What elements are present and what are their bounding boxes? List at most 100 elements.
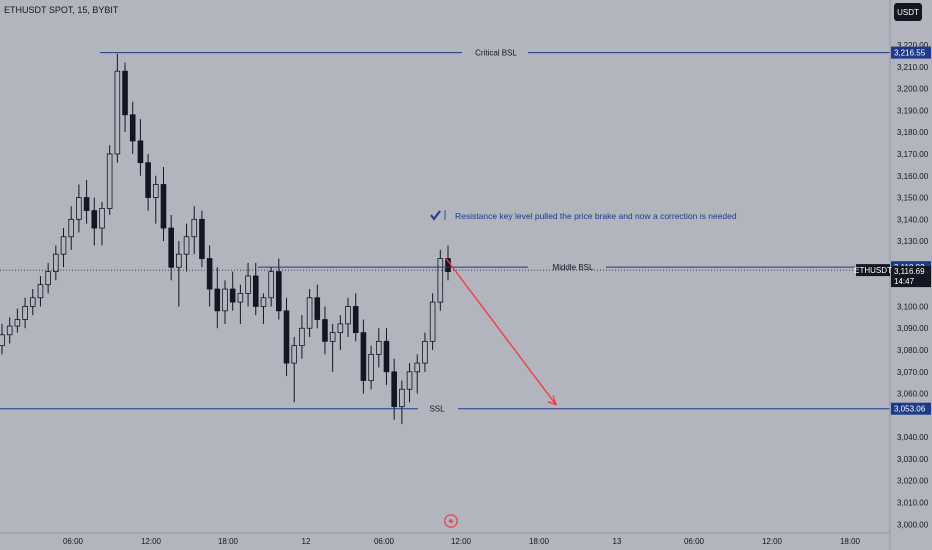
candle (429, 293, 436, 351)
y-tick-label: 3,080.00 (897, 346, 929, 355)
candle-body (22, 306, 28, 320)
candle (337, 315, 344, 351)
candle (375, 328, 382, 368)
candle (345, 297, 351, 337)
x-tick-label: 18:00 (840, 537, 861, 546)
candle-body (145, 162, 151, 198)
y-tick-label: 3,030.00 (897, 455, 929, 464)
annotations: Resistance key level pulled the price br… (430, 210, 737, 406)
tradingview-logo-icon[interactable] (444, 514, 458, 528)
candle-body (283, 310, 290, 364)
y-tick-label: 3,040.00 (897, 433, 929, 442)
candle-body (406, 371, 413, 390)
y-tick-label: 3,200.00 (897, 85, 929, 94)
candle (214, 267, 221, 329)
candle-body (6, 325, 13, 336)
level-name: Middle BSL (553, 263, 594, 272)
level-name: Critical BSL (475, 49, 517, 58)
candle-body (345, 306, 351, 325)
y-tick-label: 3,140.00 (897, 215, 929, 224)
candle (99, 201, 105, 246)
candle-body (91, 210, 98, 229)
level-price-tag (891, 46, 931, 59)
candle (129, 101, 136, 154)
candle-body (322, 319, 328, 342)
y-tick-label: 3,000.00 (897, 520, 929, 529)
candle (199, 210, 205, 268)
x-tick-label: 18:00 (529, 537, 550, 546)
y-tick-label: 3,010.00 (897, 499, 929, 508)
candle-body (60, 236, 67, 255)
candle-body (229, 288, 236, 303)
y-tick-label: 3,180.00 (897, 128, 929, 137)
y-tick-label: 3,070.00 (897, 368, 929, 377)
candle (222, 280, 228, 324)
candle (168, 214, 174, 281)
annotation-text: Resistance key level pulled the price br… (455, 211, 737, 221)
x-tick-label: 12 (302, 537, 311, 546)
x-tick-label: 06:00 (63, 537, 84, 546)
candle (83, 180, 90, 224)
candles (0, 53, 451, 425)
candle (329, 323, 336, 372)
candle (176, 241, 182, 307)
symbol-title: ETHUSDT SPOT, 15, BYBIT (4, 5, 119, 15)
candle (314, 284, 321, 329)
candle-body (45, 271, 51, 286)
candle (399, 380, 405, 425)
candle-body (114, 70, 121, 155)
current-price-tag (891, 266, 931, 288)
candle (422, 332, 428, 372)
candle-body (168, 227, 174, 268)
candle-body (429, 301, 436, 342)
time-axis: 06:00 12:00 18:00 12 06:00 12:00 18:00 13 06:00 1… (0, 532, 890, 546)
y-tick-label: 3,210.00 (897, 63, 929, 72)
candle (352, 293, 359, 342)
y-tick-label: 3,060.00 (897, 390, 929, 399)
candle-body (122, 70, 128, 116)
candle (145, 153, 151, 211)
candle-body (106, 153, 113, 209)
countdown-label: 14:47 (894, 277, 915, 286)
y-tick-label: 3,130.00 (897, 237, 929, 246)
candle-body (53, 253, 59, 273)
candle (91, 197, 98, 246)
candle-body (276, 271, 282, 312)
symbol-tag (856, 264, 890, 277)
candle-body (191, 218, 198, 238)
candle (306, 289, 313, 337)
candle (291, 336, 298, 403)
candle (206, 245, 213, 307)
x-tick-label: 06:00 (374, 537, 395, 546)
candle (137, 119, 144, 176)
candle (191, 206, 198, 255)
candle-body (391, 371, 397, 408)
x-tick-label: 13 (613, 537, 622, 546)
candle (53, 245, 59, 281)
candle (29, 289, 36, 316)
checkmark-icon (430, 210, 441, 221)
candle-body (206, 258, 213, 290)
candle (299, 315, 305, 359)
candle-body (176, 253, 182, 268)
candle (76, 184, 82, 233)
candle-body (14, 319, 21, 327)
symbol-tag-label: ETHUSDT (854, 266, 892, 275)
projection-arrowhead (547, 395, 558, 406)
candle-body (29, 297, 36, 307)
current-price-label: 3,116.69 (894, 267, 925, 276)
candle-body (437, 258, 444, 303)
candle-body (360, 332, 367, 381)
candle-body (414, 362, 421, 373)
currency-button[interactable]: USDT (894, 3, 922, 21)
candle-body (352, 306, 359, 334)
price-levels: Critical BSL Middle BSL SSL (0, 49, 890, 414)
candle (106, 145, 113, 215)
candle (268, 267, 274, 307)
candle-body (306, 297, 313, 329)
candle (122, 62, 128, 133)
y-tick-label: 3,100.00 (897, 302, 929, 311)
y-tick-label: 3,160.00 (897, 172, 929, 181)
